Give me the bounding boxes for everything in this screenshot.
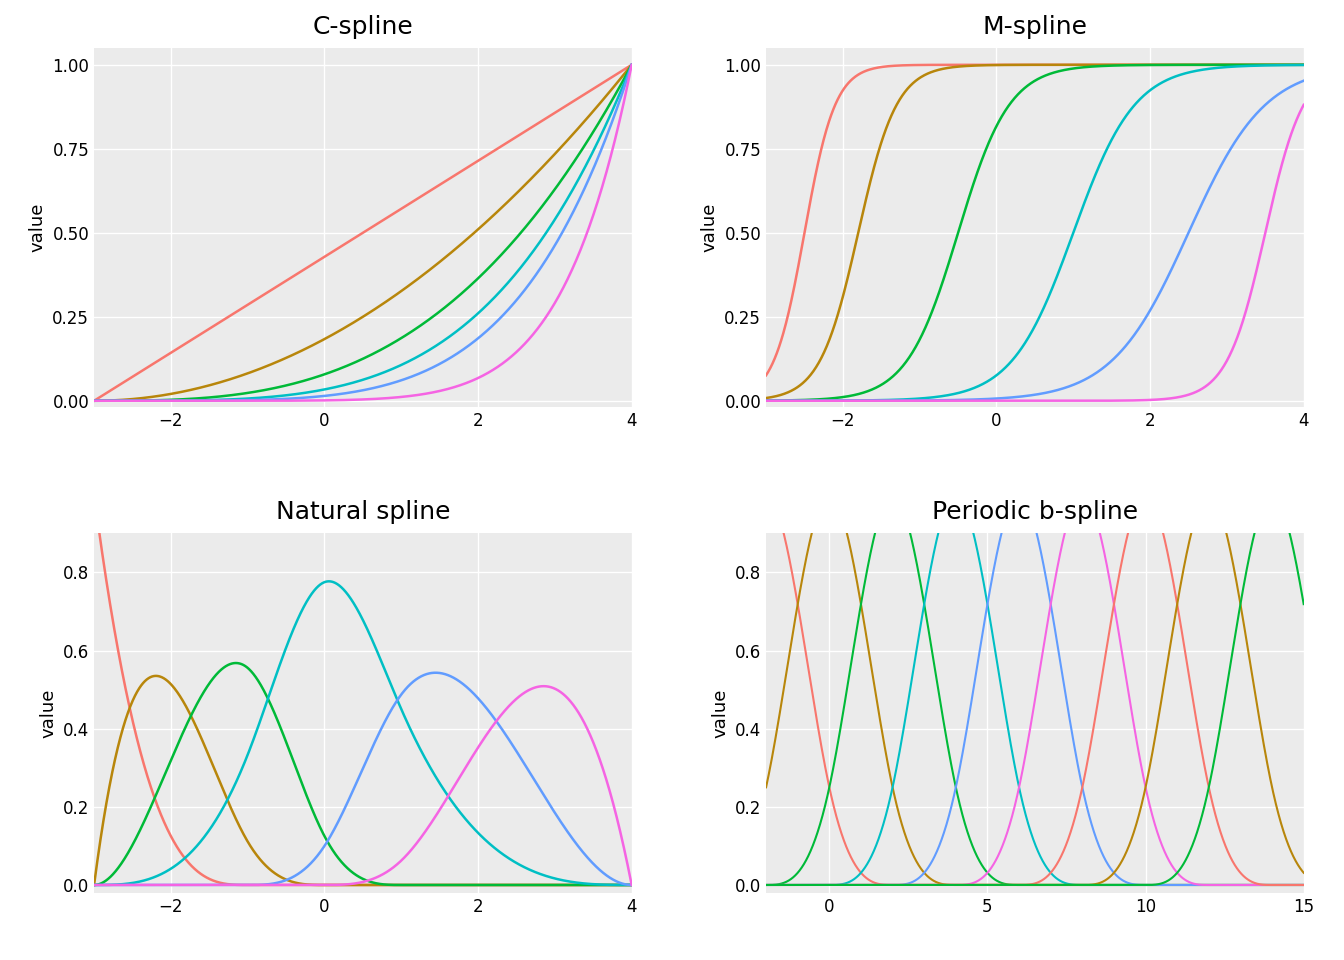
Y-axis label: value: value xyxy=(39,688,58,737)
Title: Natural spline: Natural spline xyxy=(276,500,450,524)
Y-axis label: value: value xyxy=(711,688,730,737)
Title: C-spline: C-spline xyxy=(313,15,413,39)
Y-axis label: value: value xyxy=(700,204,719,252)
Y-axis label: value: value xyxy=(28,204,47,252)
Title: M-spline: M-spline xyxy=(982,15,1087,39)
Title: Periodic b-spline: Periodic b-spline xyxy=(931,500,1138,524)
